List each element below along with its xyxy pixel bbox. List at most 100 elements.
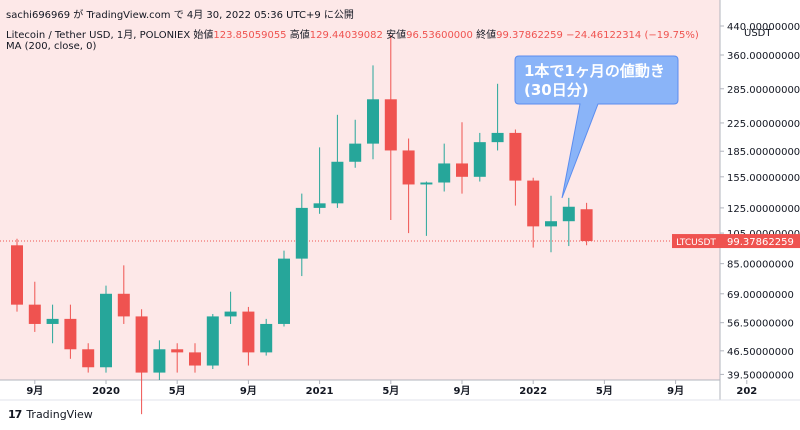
- candle: [384, 35, 397, 220]
- y-tick-label: 185.00000000: [727, 147, 800, 158]
- candle: [46, 304, 59, 344]
- candle-body: [278, 258, 290, 324]
- y-tick-label: 440.00000000: [727, 22, 800, 33]
- candle: [117, 265, 130, 324]
- candle-body: [189, 352, 201, 366]
- indicator-legend: MA (200, close, 0): [6, 41, 97, 52]
- candle: [527, 177, 540, 248]
- price-tag-bg: [720, 234, 800, 249]
- x-tick-label: 9月: [26, 385, 43, 397]
- symbol-info: Litecoin / Tether USD, 1月, POLONIEX: [6, 30, 191, 41]
- candle-body: [206, 316, 219, 366]
- y-tick-label: 155.00000000: [727, 173, 800, 184]
- candle-body: [509, 132, 522, 181]
- candle-body: [260, 323, 273, 353]
- candle: [509, 129, 522, 206]
- y-tick-label: 85.00000000: [727, 260, 794, 271]
- ohlc-label: 始値: [193, 30, 214, 41]
- candle: [580, 202, 593, 246]
- candle-body: [456, 163, 468, 177]
- y-tick-label: 360.00000000: [727, 51, 800, 62]
- tradingview-brand[interactable]: 𝟭7 TradingView: [8, 408, 93, 421]
- candle-body: [64, 318, 77, 350]
- ohlc-value: 123.85059055: [213, 30, 287, 41]
- candle: [367, 65, 379, 160]
- callout-text: (30日分): [524, 81, 589, 99]
- candle-body: [331, 161, 344, 204]
- ohlc-value: 99.37862259: [496, 30, 563, 41]
- y-tick-label: 46.50000000: [727, 347, 794, 358]
- candle-body: [491, 132, 504, 143]
- price-tag-value: 99.37862259: [727, 237, 794, 248]
- y-tick-label: 285.00000000: [727, 85, 800, 96]
- candle-body: [384, 99, 397, 151]
- candle-body: [420, 182, 433, 185]
- ohlc-value: 129.44039082: [309, 30, 383, 41]
- candle: [28, 281, 41, 332]
- ohlc-label: 終値: [472, 30, 497, 41]
- candle: [331, 114, 344, 208]
- candle: [153, 340, 166, 380]
- candle-body: [349, 143, 362, 162]
- candle-body: [545, 221, 557, 227]
- candle-body: [438, 163, 451, 183]
- candle: [473, 132, 486, 182]
- symbol-tag-bg: [672, 234, 720, 249]
- candle-body: [28, 304, 41, 324]
- last-price-tag: LTCUSDT 99.37862259: [672, 234, 800, 249]
- candle: [224, 291, 237, 324]
- candle: [545, 195, 557, 253]
- x-tick-label: 9月: [667, 385, 684, 397]
- candle: [189, 343, 201, 373]
- publish-info: sachi696969 が TradingView.com で 4月 30, 2…: [6, 10, 354, 21]
- candle-body: [117, 293, 130, 317]
- candle: [562, 197, 575, 247]
- candle: [171, 343, 184, 373]
- candle-body: [11, 245, 23, 305]
- candle: [491, 83, 504, 151]
- x-tick-label: 5月: [169, 385, 186, 397]
- candle-body: [135, 316, 148, 373]
- candle: [11, 238, 23, 312]
- x-tick-label: 202: [736, 386, 757, 397]
- currency-label: USDT: [744, 28, 772, 39]
- annotation-callout: 1本で1ヶ月の値動き(30日分): [514, 55, 679, 199]
- candle-body: [171, 349, 184, 353]
- candle: [82, 343, 95, 373]
- candle: [260, 318, 273, 356]
- time-axis-background: [0, 380, 720, 400]
- candle-body: [580, 209, 593, 242]
- callout-text: 1本で1ヶ月の値動き: [524, 62, 665, 80]
- x-tick-label: 9月: [240, 385, 257, 397]
- candle-body: [562, 206, 575, 222]
- candle-body: [527, 180, 540, 227]
- x-tick-label: 9月: [454, 385, 471, 397]
- candle-body: [313, 203, 326, 208]
- y-tick-label: 225.00000000: [727, 119, 800, 130]
- candle: [206, 313, 219, 370]
- candle-body: [82, 349, 95, 368]
- x-tick-label: 2020: [92, 386, 120, 397]
- y-tick-label: 125.00000000: [727, 204, 800, 215]
- candle: [242, 306, 255, 366]
- brand-name: TradingView: [26, 408, 93, 421]
- candle-body: [367, 99, 379, 144]
- price-axis-background: [720, 0, 800, 400]
- candle-body: [46, 318, 59, 324]
- candle: [456, 122, 468, 194]
- x-tick-label: 5月: [596, 385, 613, 397]
- candle-body: [224, 311, 237, 317]
- candle-body: [295, 207, 308, 259]
- candle: [278, 250, 290, 327]
- candle: [64, 304, 77, 359]
- candle: [438, 143, 451, 192]
- symbol-tag-label: LTCUSDT: [676, 238, 716, 248]
- candle-body: [242, 311, 255, 353]
- ohlc-values: 始値123.85059055 高値129.44039082 安値96.53600…: [193, 30, 563, 41]
- candle: [349, 119, 362, 168]
- candle: [135, 309, 148, 415]
- change-value: −24.46122314 (−19.75%): [566, 30, 699, 41]
- ohlc-label: 安値: [382, 30, 407, 41]
